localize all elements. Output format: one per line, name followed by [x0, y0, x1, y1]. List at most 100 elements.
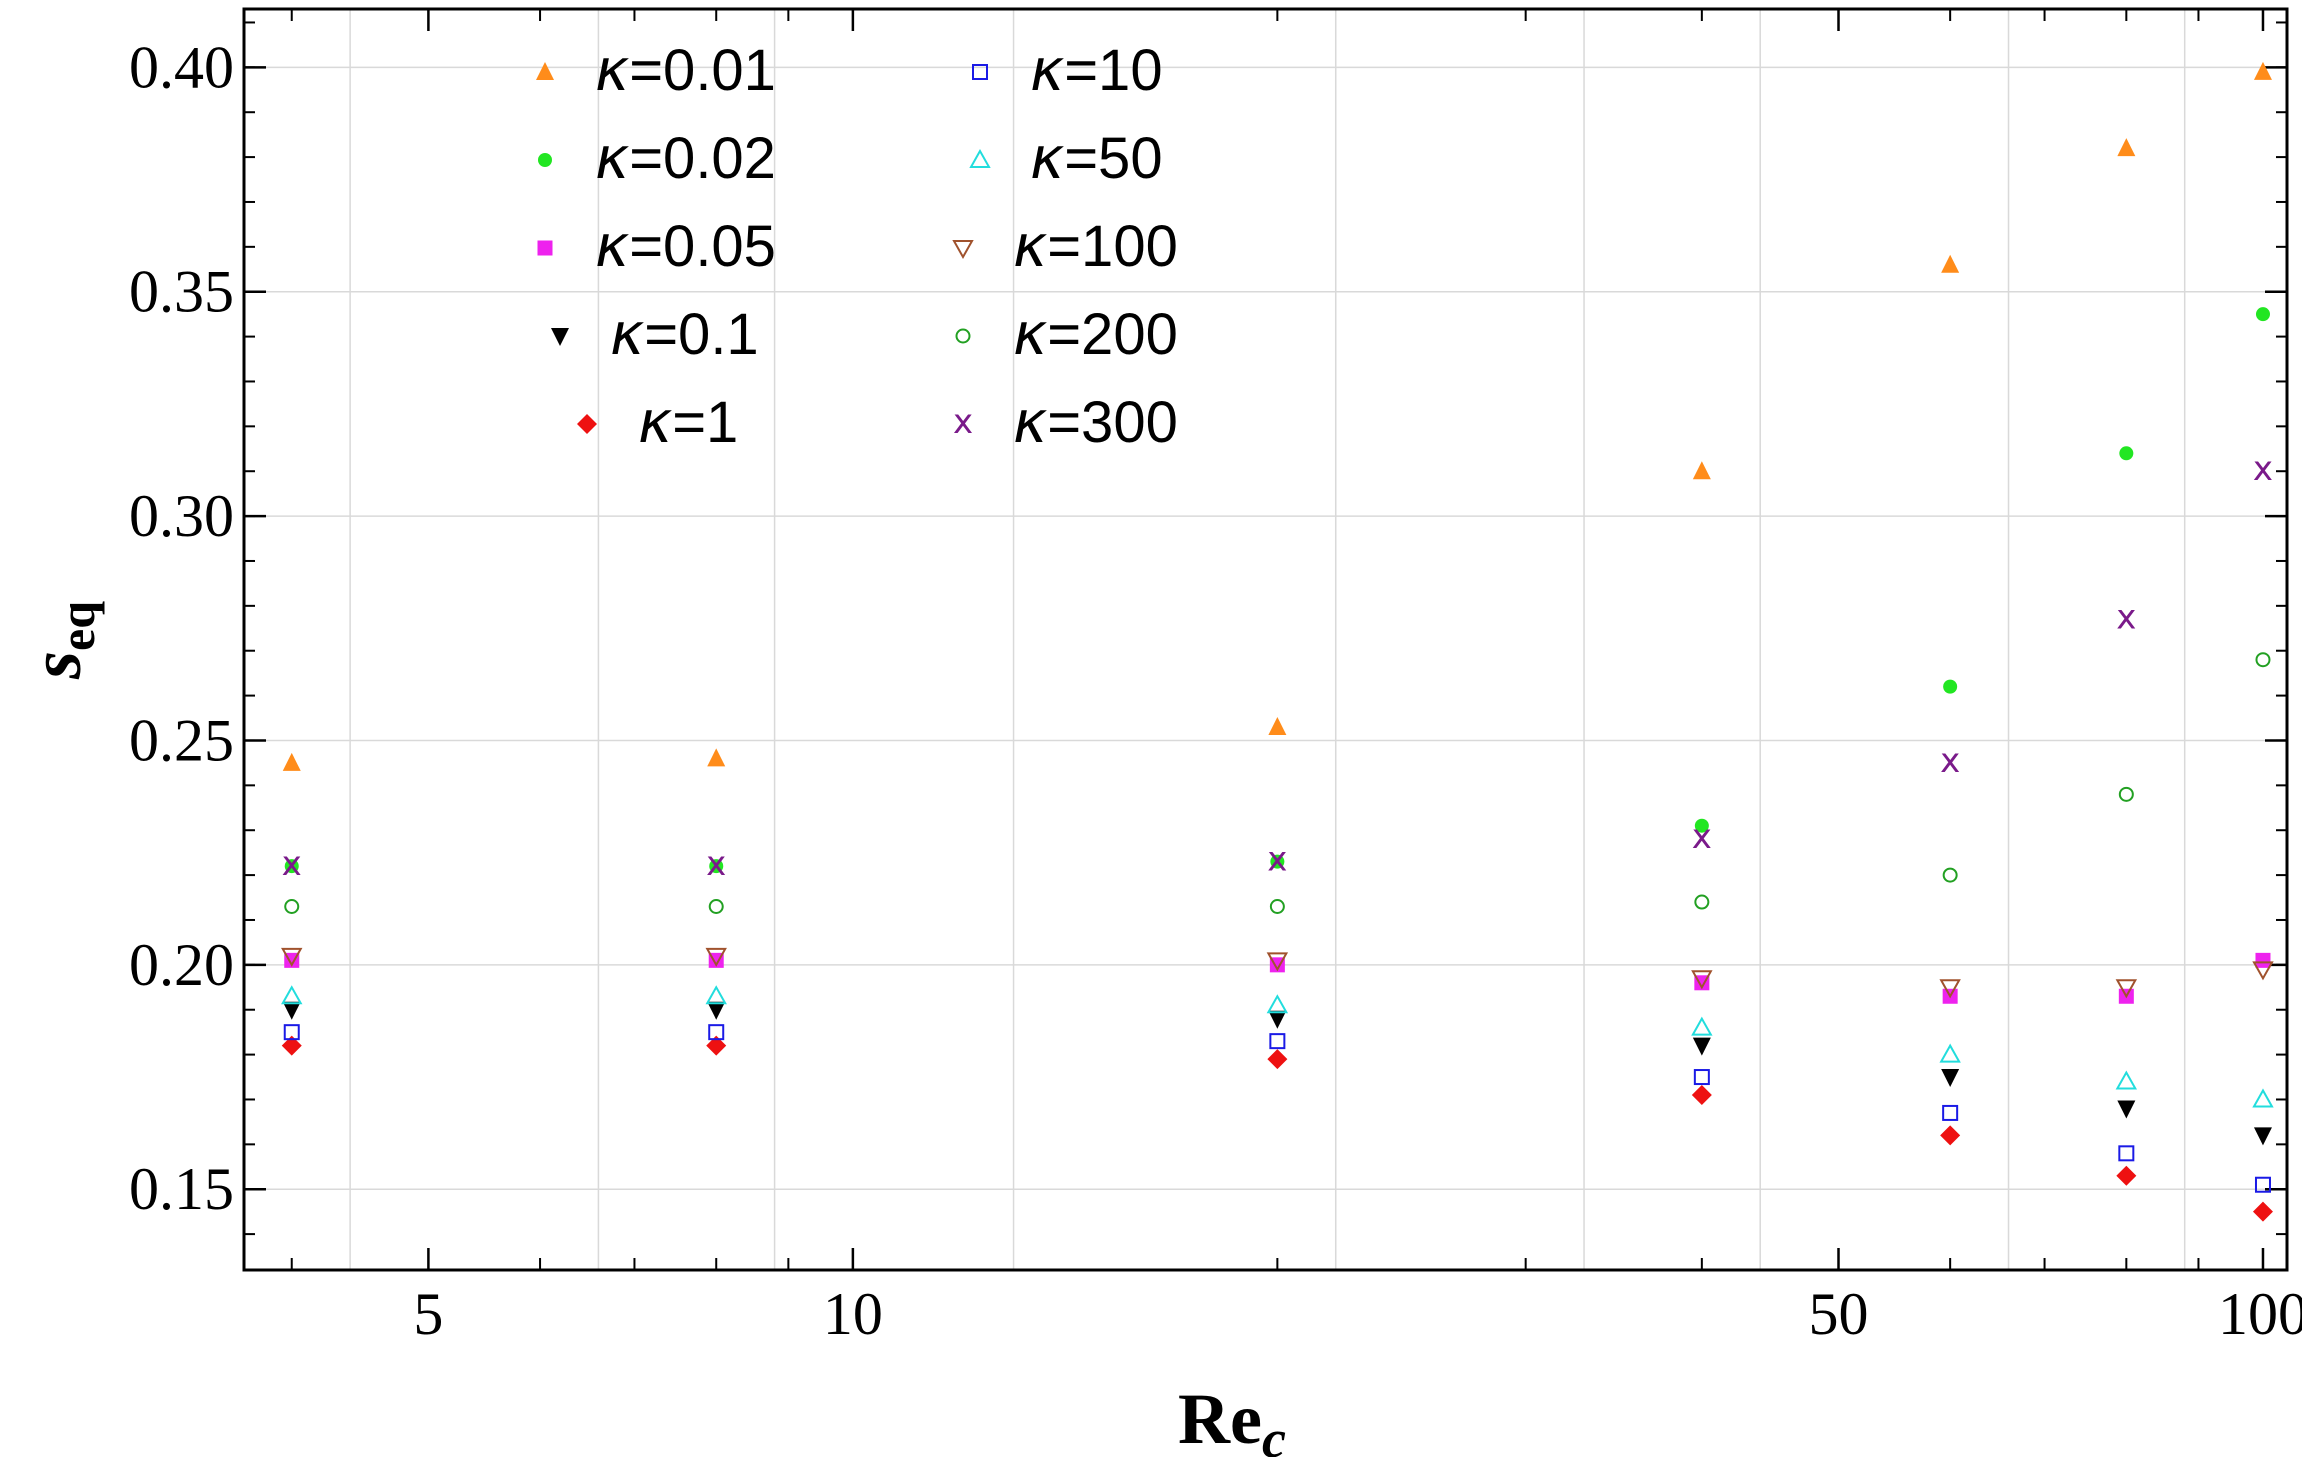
data-point — [1694, 894, 1710, 910]
grid-lines — [244, 9, 2287, 1270]
data-point — [1268, 717, 1287, 736]
legend-label: κ=300 — [1013, 388, 1178, 456]
legend-label: κ=10 — [1030, 36, 1163, 104]
legend-kappa-value: =200 — [1047, 302, 1178, 367]
legend-kappa-symbol: κ — [610, 300, 644, 368]
y-tick-label: 0.35 — [129, 259, 234, 325]
data-point — [284, 859, 299, 874]
data-point: x — [1940, 741, 1960, 781]
y-axis-title-main: s — [16, 651, 96, 680]
data-point: x — [282, 844, 302, 884]
y-axis-title: seq — [16, 601, 105, 680]
data-point — [1266, 952, 1289, 972]
data-point — [1943, 679, 1958, 694]
legend-marker — [538, 153, 552, 167]
x-axis-title-subscript: c — [1262, 1409, 1286, 1457]
data-point — [1691, 1084, 1712, 1105]
legend-kappa-value: =1 — [672, 390, 738, 455]
data-point — [708, 899, 724, 915]
legend: κ=0.01κ=0.02κ=0.05κ=0.1κ=1κ=10κ=50κ=100κ… — [536, 36, 1178, 456]
legend-marker — [969, 148, 991, 168]
data-point — [283, 1024, 300, 1041]
data-point — [709, 859, 724, 874]
legend-marker — [577, 414, 597, 434]
data-point — [2255, 307, 2270, 322]
legend-marker — [955, 328, 971, 344]
data-points: x x x x x x x — [281, 61, 2274, 1222]
legend-label: κ=1 — [638, 388, 738, 456]
data-point — [1939, 1043, 1961, 1063]
legend-marker — [551, 328, 569, 346]
data-point — [1691, 970, 1713, 990]
legend-marker — [537, 240, 553, 256]
data-point — [1691, 1016, 1713, 1036]
data-point — [281, 985, 303, 1005]
data-point — [708, 1024, 725, 1041]
data-point — [1692, 1037, 1711, 1056]
data-point — [281, 947, 303, 967]
legend-marker — [972, 64, 988, 80]
series-group: x x x x x x x — [282, 449, 2273, 884]
data-point — [2117, 138, 2136, 157]
legend-label: κ=0.05 — [595, 212, 776, 280]
series-group — [281, 985, 2274, 1108]
y-axis-title-subscript: eq — [49, 601, 105, 651]
series-group — [284, 307, 2270, 874]
axis-ticks — [244, 9, 2287, 1270]
data-point — [2119, 446, 2134, 461]
data-point — [1270, 854, 1285, 869]
y-tick-label: 0.25 — [129, 707, 234, 773]
data-point — [2255, 652, 2271, 668]
data-point — [2115, 979, 2138, 999]
data-point — [1941, 254, 1960, 273]
data-point — [1942, 867, 1958, 883]
y-tick-label: 0.40 — [129, 34, 234, 100]
legend-kappa-symbol: κ — [1030, 124, 1064, 192]
x-tick-label: 50 — [1808, 1281, 1868, 1347]
legend-kappa-symbol: κ — [1013, 388, 1047, 456]
legend-kappa-value: =300 — [1047, 390, 1178, 455]
legend-kappa-symbol: κ — [595, 212, 629, 280]
data-point — [1267, 1049, 1288, 1070]
data-point: x — [706, 844, 726, 884]
data-point: x — [2116, 597, 2136, 637]
legend-label: κ=0.1 — [610, 300, 759, 368]
data-point — [2253, 61, 2272, 80]
data-point — [1941, 1069, 1960, 1088]
data-point — [2117, 1100, 2136, 1119]
legend-kappa-value: =0.02 — [629, 126, 776, 191]
legend-kappa-symbol: κ — [595, 36, 629, 104]
legend-kappa-value: =0.1 — [644, 302, 759, 367]
legend-kappa-value: =0.05 — [629, 214, 776, 279]
data-point — [2252, 1201, 2273, 1222]
data-point — [2118, 786, 2134, 802]
x-axis-title: Rec — [1178, 1379, 1286, 1457]
legend-label: κ=50 — [1030, 124, 1163, 192]
data-point — [282, 752, 301, 771]
legend-kappa-value: =0.01 — [629, 38, 776, 103]
data-point — [2116, 1165, 2137, 1186]
data-point — [1269, 1033, 1286, 1050]
data-point — [1266, 994, 1289, 1014]
data-point — [705, 947, 727, 967]
legend-label: κ=200 — [1013, 300, 1178, 368]
data-point — [1692, 461, 1711, 480]
legend-label: κ=0.01 — [595, 36, 776, 104]
legend-label: κ=100 — [1013, 212, 1178, 280]
data-point — [1942, 1104, 1959, 1121]
legend-kappa-value: =50 — [1064, 126, 1162, 191]
data-point: x — [1692, 817, 1712, 857]
data-point — [281, 1035, 302, 1056]
series-group — [282, 1001, 2272, 1146]
series-group — [281, 947, 2274, 999]
series-group — [282, 61, 2272, 771]
series-group — [284, 652, 2271, 915]
data-point — [282, 1001, 301, 1020]
legend-kappa-value: =10 — [1064, 38, 1162, 103]
legend-marker — [536, 62, 554, 80]
legend-kappa-symbol: κ — [1030, 36, 1064, 104]
y-tick-label: 0.30 — [129, 483, 234, 549]
data-point — [1694, 818, 1709, 833]
data-point — [705, 985, 727, 1005]
